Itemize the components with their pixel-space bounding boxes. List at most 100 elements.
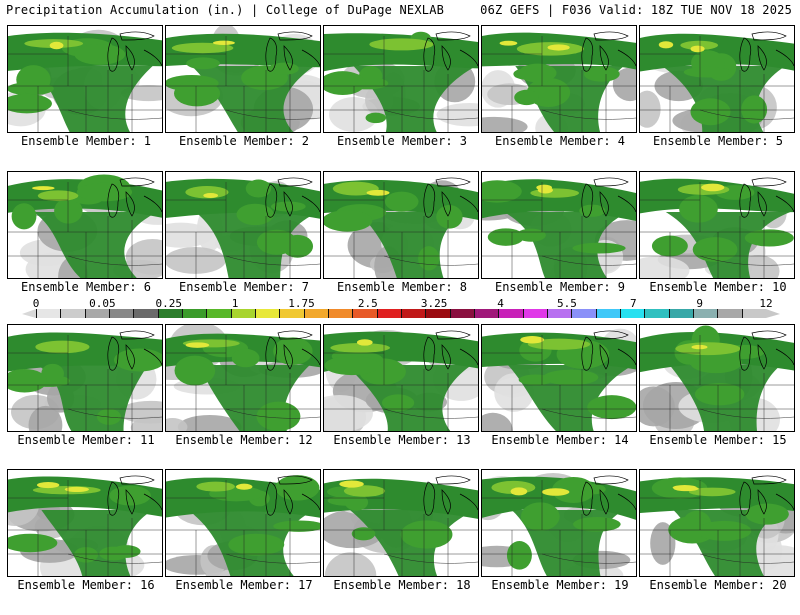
- colorbar-segment: [400, 309, 426, 318]
- state-borders: [640, 36, 794, 132]
- light-precip-area: [130, 416, 162, 431]
- ensemble-caption: Ensemble Member: 5: [652, 134, 784, 148]
- ensemble-panel: Ensemble Member: 13: [323, 324, 481, 470]
- ensemble-caption: Ensemble Member: 18: [333, 578, 471, 592]
- precip-map: [482, 31, 636, 132]
- heavy-precip-area: [35, 340, 90, 354]
- moderate-precip-area: [741, 95, 768, 124]
- ensemble-panel: Ensemble Member: 2: [165, 25, 323, 171]
- moderate-precip-area: [381, 394, 415, 412]
- precip-map: [8, 475, 162, 576]
- light-precip-area: [324, 394, 373, 431]
- max-precip-area: [520, 336, 545, 344]
- max-precip-area: [49, 41, 64, 50]
- max-precip-area: [499, 40, 518, 46]
- precip-swath: [504, 212, 629, 278]
- ensemble-map: [639, 469, 795, 577]
- ensemble-map: [639, 25, 795, 133]
- colorbar-label: 0.25: [155, 297, 182, 310]
- colorbar-segment: [84, 309, 109, 318]
- state-borders: [324, 480, 478, 576]
- ensemble-panel: Ensemble Member: 5: [639, 25, 797, 171]
- ensemble-map: [165, 25, 321, 133]
- precip-swath: [357, 212, 467, 278]
- ensemble-panel: Ensemble Member: 9: [481, 171, 639, 317]
- state-borders: [482, 182, 636, 278]
- state-borders: [324, 182, 478, 278]
- great-lakes-outline: [581, 330, 636, 371]
- colorbar-segment: [36, 309, 61, 318]
- light-precip-area: [329, 97, 379, 132]
- ensemble-caption: Ensemble Member: 9: [494, 280, 626, 294]
- moderate-precip-area: [583, 66, 620, 82]
- moderate-precip-area: [679, 195, 718, 223]
- ensemble-panel: Ensemble Member: 3: [323, 25, 481, 171]
- state-borders: [166, 335, 320, 431]
- moderate-precip-area: [690, 98, 731, 126]
- colorbar-segment: [644, 309, 669, 318]
- precip-map: [324, 475, 478, 576]
- moderate-precip-area: [256, 401, 301, 431]
- moderate-precip-area: [745, 503, 789, 525]
- moderate-precip-area: [113, 348, 162, 372]
- state-borders: [8, 480, 162, 576]
- colorbar-segment: [571, 309, 596, 318]
- colorbar-label: 0: [32, 297, 40, 310]
- ensemble-map: [639, 171, 795, 279]
- colorbar-segment: [498, 309, 523, 318]
- moderate-precip-area: [16, 65, 51, 95]
- ensemble-caption: Ensemble Member: 20: [649, 578, 787, 592]
- great-lakes-outline: [107, 31, 162, 72]
- ensemble-map: [323, 324, 479, 432]
- max-precip-area: [185, 342, 210, 348]
- max-precip-area: [236, 483, 253, 490]
- max-precip-area: [547, 44, 570, 51]
- ensemble-map: [165, 469, 321, 577]
- colorbar-segment: [157, 309, 182, 318]
- precip-swath: [41, 510, 153, 576]
- ensemble-caption: Ensemble Member: 16: [17, 578, 155, 592]
- great-lakes-outline: [107, 475, 162, 516]
- moderate-precip-area: [351, 527, 376, 541]
- precip-map: [482, 177, 636, 278]
- great-lakes-outline: [265, 31, 320, 72]
- ensemble-caption: Ensemble Member: 4: [494, 134, 626, 148]
- ensemble-panel: Ensemble Member: 17: [165, 469, 323, 615]
- moderate-precip-area: [690, 351, 742, 374]
- moderate-precip-area: [256, 229, 297, 255]
- moderate-precip-area: [365, 112, 387, 124]
- moderate-precip-area: [573, 516, 621, 532]
- moderate-precip-area: [551, 476, 595, 504]
- precip-map: [640, 325, 794, 431]
- colorbar-segment: [425, 309, 450, 318]
- state-borders: [166, 182, 320, 278]
- moderate-precip-area: [41, 363, 64, 384]
- moderate-precip-area: [572, 242, 626, 254]
- moderate-precip-area: [8, 93, 52, 114]
- great-lakes-outline: [581, 31, 636, 72]
- state-borders: [640, 335, 794, 431]
- header-run-info: 06Z GEFS | F036 Valid: 18Z TUE NOV 18 20…: [480, 3, 792, 17]
- precip-map: [640, 31, 794, 132]
- max-precip-area: [536, 184, 553, 191]
- ensemble-map: [7, 324, 163, 432]
- colorbar-segment: [668, 309, 693, 318]
- heavy-precip-area: [171, 42, 234, 54]
- heavy-precip-area: [330, 342, 390, 353]
- great-lakes-outline: [739, 475, 794, 516]
- moderate-precip-area: [273, 520, 320, 532]
- precip-map: [482, 473, 636, 576]
- heavy-precip-area: [37, 190, 79, 202]
- great-lakes-outline: [423, 177, 478, 218]
- precip-map: [166, 177, 320, 278]
- moderate-precip-area: [11, 203, 37, 230]
- light-precip-area: [482, 116, 528, 132]
- ensemble-map: [481, 25, 637, 133]
- colorbar-label: 4: [497, 297, 504, 310]
- colorbar-segment: [230, 309, 255, 318]
- moderate-precip-area: [228, 533, 285, 556]
- colorbar-segment: [546, 309, 572, 318]
- great-lakes-outline: [265, 177, 320, 218]
- state-borders: [166, 480, 320, 576]
- colorbar-label: 7: [629, 297, 637, 310]
